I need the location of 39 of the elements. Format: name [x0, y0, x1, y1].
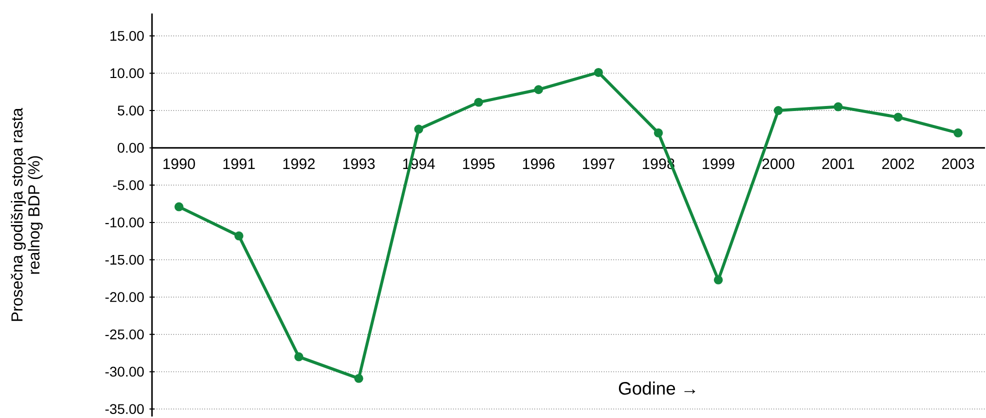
- point: [834, 102, 843, 112]
- x-tick-label: 1999: [702, 158, 734, 170]
- x-tick-label: 1997: [582, 158, 614, 170]
- point: [534, 85, 544, 94]
- point: [174, 202, 184, 212]
- x-tick-label: 1991: [223, 158, 255, 170]
- point: [414, 124, 424, 134]
- y-tick-label: 15.00: [110, 30, 144, 41]
- x-tick-label: 1995: [463, 158, 495, 170]
- y-tick-label: 0.00: [118, 142, 144, 153]
- y-tick-label: -20.00: [105, 292, 144, 302]
- point: [894, 112, 903, 122]
- point: [954, 128, 963, 138]
- y-tick-label: -30.00: [105, 366, 144, 377]
- point: [294, 352, 304, 362]
- point: [714, 275, 723, 284]
- y-tick-label: -15.00: [105, 254, 144, 265]
- point: [474, 98, 484, 107]
- y-tick-label: 5.00: [118, 106, 144, 116]
- y-tick-label: -5.00: [113, 180, 144, 190]
- y-tick-label: -10.00: [105, 218, 144, 228]
- x-tick-label: 2003: [942, 158, 974, 170]
- x-axis-title: Godine →: [618, 382, 696, 395]
- y-tick-label: 10.00: [110, 68, 144, 78]
- x-tick-label: 1990: [163, 158, 195, 170]
- y-axis-title: Prosečna godišnja stopa rasta realnog BDP (%): [10, 108, 43, 321]
- point: [774, 106, 783, 116]
- point: [354, 374, 364, 383]
- x-tick-label: 1996: [523, 158, 554, 170]
- point: [654, 128, 663, 138]
- point: [594, 68, 603, 77]
- y-tick-label: -35.00: [105, 404, 144, 414]
- x-tick-label: 2000: [762, 158, 794, 170]
- x-tick-label: 2001: [822, 158, 854, 170]
- x-tick-label: 2002: [882, 158, 914, 170]
- x-tick-label: 1993: [343, 158, 375, 170]
- y-tick-label: -25.00: [105, 329, 144, 340]
- point: [234, 231, 244, 240]
- x-tick-label: 1992: [283, 158, 315, 170]
